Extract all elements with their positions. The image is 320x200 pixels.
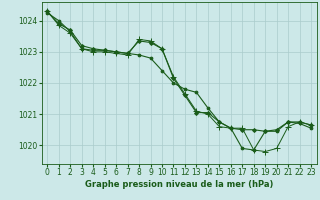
X-axis label: Graphe pression niveau de la mer (hPa): Graphe pression niveau de la mer (hPa) xyxy=(85,180,273,189)
